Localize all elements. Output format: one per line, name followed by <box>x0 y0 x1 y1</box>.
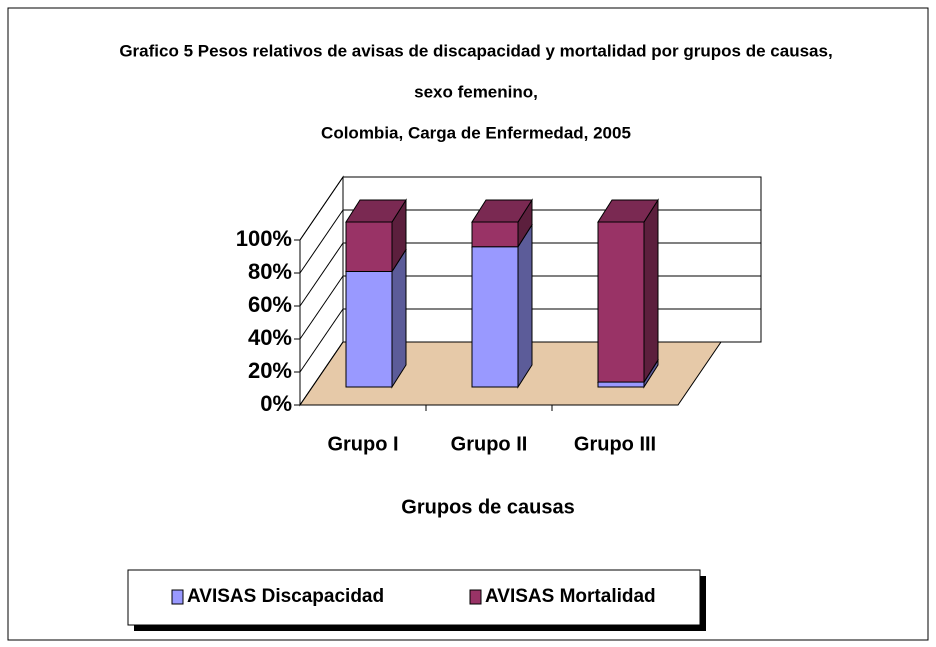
legend-items: AVISAS Discapacidad AVISAS Mortalidad <box>171 586 656 607</box>
grid-line <box>299 275 344 340</box>
chart-title: sexo femenino, <box>414 82 538 101</box>
bar-side <box>517 223 533 389</box>
chart-title: Grafico 5 Pesos relativos de avisas de d… <box>119 41 832 60</box>
y-tick-label: 100% <box>236 226 292 251</box>
grid-line <box>299 308 344 373</box>
bar <box>345 221 393 272</box>
grid-line <box>299 209 344 274</box>
bar <box>345 271 393 388</box>
y-tick-label: 80% <box>248 259 292 284</box>
x-tick-label: Grupo I <box>327 433 398 455</box>
x-tick-label: Grupo II <box>451 433 528 455</box>
plot-area: 0% 20% 40% 60% 80% 100% Grupo I Grupo II Grupo I… <box>236 175 762 455</box>
y-tick-label: 20% <box>248 358 292 383</box>
x-axis-label: Grupos de causas <box>401 496 574 518</box>
x-tick-label: Grupo III <box>574 433 656 455</box>
grid-line <box>299 242 344 307</box>
bar-side <box>643 198 659 384</box>
title-group: Grafico 5 Pesos relativos de avisas de d… <box>119 41 832 142</box>
chart-title: Colombia, Carga de Enfermedad, 2005 <box>321 123 631 142</box>
y-tick-label: 60% <box>248 292 292 317</box>
legend <box>127 569 701 626</box>
legend-swatch <box>469 589 482 605</box>
bar-side <box>391 247 407 389</box>
bar <box>471 221 519 248</box>
bar <box>471 246 519 388</box>
grid-line <box>299 341 344 406</box>
legend-label: AVISAS Mortalidad <box>485 586 656 607</box>
grid-line <box>299 176 344 241</box>
y-tick-label: 0% <box>260 391 292 416</box>
bar <box>597 221 645 383</box>
legend-swatch <box>171 589 184 605</box>
bar <box>597 381 645 388</box>
legend-label: AVISAS Discapacidad <box>187 586 384 607</box>
y-tick-label: 40% <box>248 325 292 350</box>
